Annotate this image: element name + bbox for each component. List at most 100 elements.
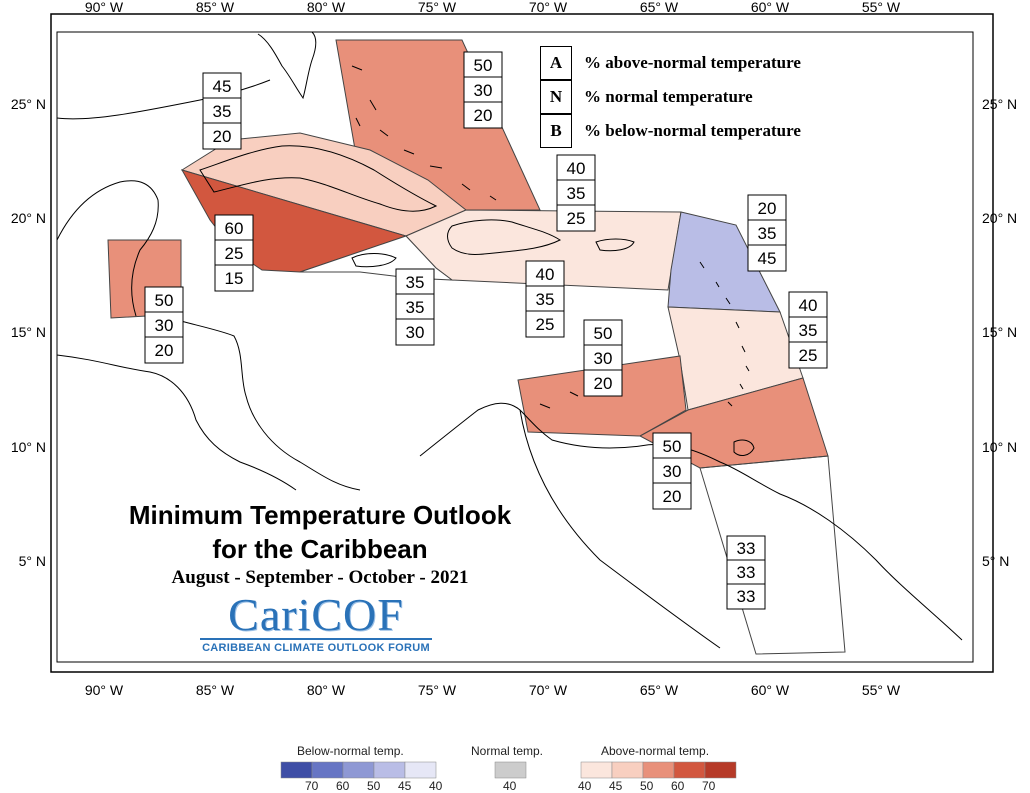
swatch-above-40 bbox=[580, 761, 613, 779]
prob-normal: 30 bbox=[594, 349, 613, 368]
prob-normal: 33 bbox=[737, 563, 756, 582]
logo-subtitle: CARIBBEAN CLIMATE OUTLOOK FORUM bbox=[200, 638, 432, 654]
scale-label-below: Below-normal temp. bbox=[297, 744, 404, 758]
lon-label: 90° W bbox=[85, 682, 124, 698]
coastlines bbox=[56, 31, 963, 649]
key-text: % above-normal temperature bbox=[584, 53, 801, 72]
lat-label: 5° N bbox=[982, 553, 1009, 569]
prob-above: 40 bbox=[536, 265, 555, 284]
prob-normal: 35 bbox=[567, 184, 586, 203]
outlook-title: Minimum Temperature Outlook for the Cari… bbox=[70, 498, 570, 590]
lon-label: 70° W bbox=[529, 0, 568, 15]
swatch-above-45 bbox=[611, 761, 644, 779]
prob-normal: 25 bbox=[225, 244, 244, 263]
lon-label: 55° W bbox=[862, 0, 901, 15]
lon-label: 55° W bbox=[862, 682, 901, 698]
lon-label: 70° W bbox=[529, 682, 568, 698]
south-america-interior bbox=[519, 409, 721, 649]
lon-label: 65° W bbox=[640, 682, 679, 698]
lat-label: 5° N bbox=[19, 553, 46, 569]
prob-above: 33 bbox=[737, 539, 756, 558]
cuba-coast bbox=[199, 145, 438, 212]
prob-below: 20 bbox=[474, 106, 493, 125]
prob-below: 20 bbox=[594, 374, 613, 393]
key-letter: B bbox=[540, 114, 572, 148]
prob-box-cuba: 45 35 20 bbox=[202, 72, 242, 150]
prob-box-bahamas: 50 30 20 bbox=[463, 51, 503, 129]
prob-below: 25 bbox=[536, 315, 555, 334]
scale-tick: 50 bbox=[640, 779, 654, 793]
right-latitude-labels: 25° N 20° N 15° N 10° N 5° N bbox=[982, 96, 1017, 569]
prob-below: 30 bbox=[406, 323, 425, 342]
scale-tick: 40 bbox=[503, 779, 517, 793]
prob-normal: 35 bbox=[536, 290, 555, 309]
prob-normal: 35 bbox=[799, 321, 818, 340]
swatch-below-50 bbox=[342, 761, 375, 779]
swatch-below-45 bbox=[373, 761, 406, 779]
jamaica-coast bbox=[351, 253, 397, 268]
color-scale bbox=[280, 761, 737, 779]
prob-normal: 35 bbox=[213, 102, 232, 121]
swatch-normal-40 bbox=[494, 761, 527, 779]
lat-label: 10° N bbox=[982, 439, 1017, 455]
venezuela-coast bbox=[639, 443, 963, 641]
prob-above: 60 bbox=[225, 219, 244, 238]
key-row-below: B % below-normal temperature bbox=[540, 114, 860, 148]
top-longitude-labels: 90° W 85° W 80° W 75° W 70° W 65° W 60° … bbox=[85, 0, 901, 15]
lesser-antilles bbox=[699, 261, 750, 407]
prob-box-hispaniola-puerto-rico: 40 35 25 bbox=[525, 260, 565, 338]
prob-above: 20 bbox=[758, 199, 777, 218]
title-line-2: for the Caribbean bbox=[212, 534, 428, 564]
scale-tick: 40 bbox=[429, 779, 443, 793]
forecast-zones bbox=[107, 39, 846, 655]
lat-label: 15° N bbox=[982, 324, 1017, 340]
prob-box-guianas: 33 33 33 bbox=[726, 535, 766, 610]
prob-box-jamaica: 35 35 30 bbox=[395, 268, 435, 346]
prob-above: 35 bbox=[406, 273, 425, 292]
puerto-rico-coast bbox=[595, 238, 635, 252]
key-row-above: A % above-normal temperature bbox=[540, 46, 860, 80]
lon-label: 80° W bbox=[307, 0, 346, 15]
swatch-below-70 bbox=[280, 761, 313, 779]
lat-label: 20° N bbox=[982, 210, 1017, 226]
scale-label-normal: Normal temp. bbox=[471, 744, 544, 758]
prob-normal: 30 bbox=[155, 316, 174, 335]
lon-label: 65° W bbox=[640, 0, 679, 15]
lon-label: 85° W bbox=[196, 682, 235, 698]
scale-tick: 40 bbox=[578, 779, 592, 793]
lon-label: 85° W bbox=[196, 0, 235, 15]
scale-tick: 45 bbox=[609, 779, 623, 793]
prob-above: 50 bbox=[594, 324, 613, 343]
lat-label: 20° N bbox=[11, 210, 46, 226]
prob-box-belize: 50 30 20 bbox=[144, 286, 184, 364]
prob-below: 25 bbox=[567, 209, 586, 228]
bottom-longitude-labels: 90° W 85° W 80° W 75° W 70° W 65° W 60° … bbox=[85, 682, 901, 698]
scale-tick: 70 bbox=[702, 779, 716, 793]
season-label: August - September - October - 2021 bbox=[171, 567, 469, 588]
prob-box-leeward-islands: 20 35 45 bbox=[747, 194, 787, 272]
gulf-coast bbox=[56, 79, 271, 120]
lon-label: 60° W bbox=[751, 0, 790, 15]
prob-above: 40 bbox=[567, 159, 586, 178]
scale-tick: 60 bbox=[671, 779, 685, 793]
prob-below: 20 bbox=[213, 127, 232, 146]
swatch-below-60 bbox=[311, 761, 344, 779]
lon-label: 90° W bbox=[85, 0, 124, 15]
scale-tick: 50 bbox=[367, 779, 381, 793]
prob-above: 50 bbox=[663, 437, 682, 456]
key-row-normal: N % normal temperature bbox=[540, 80, 860, 114]
prob-box-trinidad-tobago: 50 30 20 bbox=[652, 432, 692, 510]
lon-label: 60° W bbox=[751, 682, 790, 698]
prob-below: 20 bbox=[155, 341, 174, 360]
hispaniola-coast bbox=[447, 219, 561, 255]
prob-box-cayman-western-cuba: 60 25 15 bbox=[214, 214, 254, 292]
left-latitude-labels: 25° N 20° N 15° N 10° N 5° N bbox=[11, 96, 46, 569]
swatch-above-60 bbox=[673, 761, 706, 779]
key-letter: N bbox=[540, 80, 572, 114]
prob-above: 40 bbox=[799, 296, 818, 315]
scale-label-above: Above-normal temp. bbox=[601, 744, 710, 758]
bahamas-islands bbox=[351, 65, 497, 201]
lon-label: 75° W bbox=[418, 0, 457, 15]
lat-label: 25° N bbox=[982, 96, 1017, 112]
